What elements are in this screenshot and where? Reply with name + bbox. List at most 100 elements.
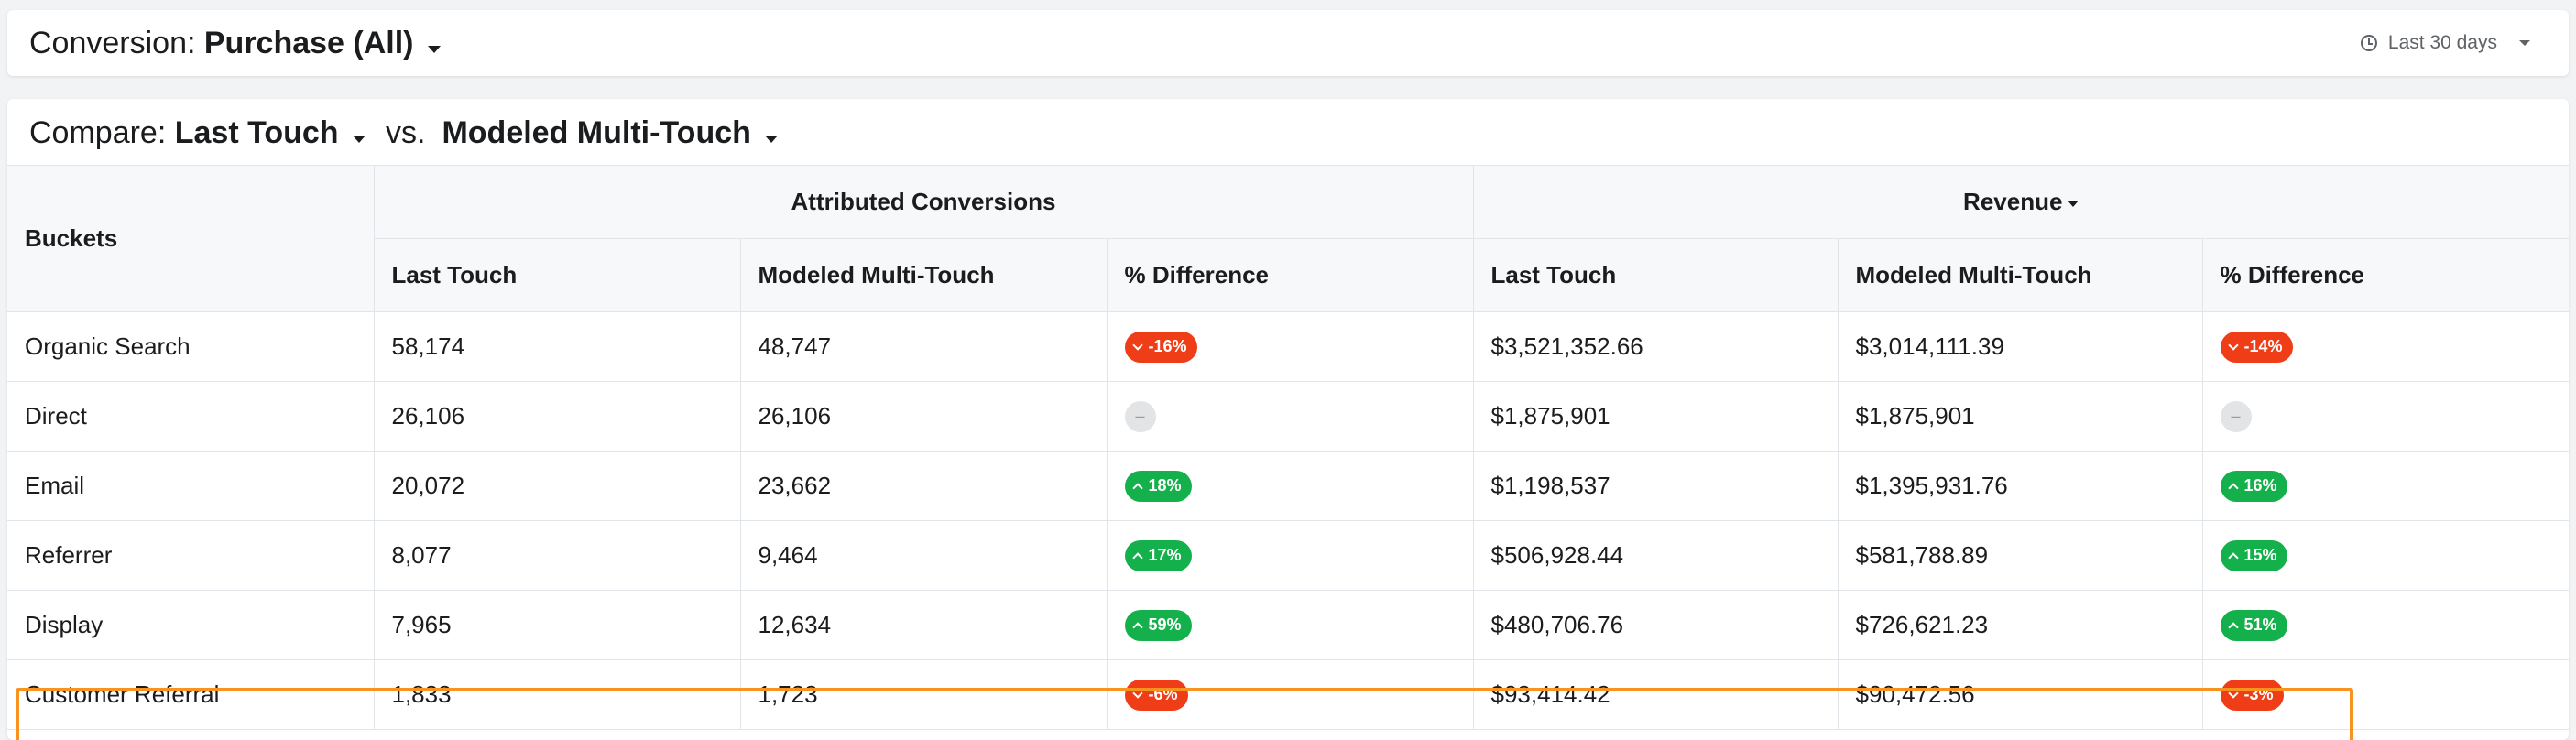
conversion-card: Conversion: Purchase (All) Last 30 days xyxy=(7,10,2569,76)
arrow-up-icon xyxy=(1131,621,1143,633)
conversions-multi-touch: 9,464 xyxy=(739,520,1108,591)
difference-value: 15% xyxy=(2243,546,2277,565)
bucket-name: Email xyxy=(7,451,375,521)
difference-value: -16% xyxy=(1148,337,1187,356)
buckets-header: Buckets xyxy=(7,165,375,312)
arrow-up-icon xyxy=(1131,551,1143,563)
difference-value: -14% xyxy=(2243,337,2283,356)
conversion-dropdown[interactable]: Purchase (All) xyxy=(204,26,441,61)
conversion-label: Conversion: xyxy=(29,26,196,60)
table-row[interactable]: Direct 26,106 26,106– $1,875,901 $1,875,901– xyxy=(7,381,2569,452)
compare-header: Compare: Last Touch vs. Modeled Multi-To… xyxy=(29,115,779,151)
revenue-multi-touch: $581,788.89 xyxy=(1837,520,2203,591)
revenue-header[interactable]: Revenue xyxy=(1472,165,2569,239)
revenue-multi-touch: $726,621.23 xyxy=(1837,590,2203,660)
conv-difference-cell: -16% xyxy=(1106,311,1474,382)
rev-difference-cell: – xyxy=(2201,381,2569,452)
decrease-badge: -6% xyxy=(1124,679,1188,711)
conversions-multi-touch: 12,634 xyxy=(739,590,1108,660)
conv-difference-cell: -6% xyxy=(1106,659,1474,730)
clock-icon xyxy=(2360,35,2377,51)
chevron-down-icon xyxy=(353,136,366,143)
rev-difference-cell: 51% xyxy=(2201,590,2569,660)
chevron-down-icon xyxy=(2519,40,2530,46)
vs-label: vs. xyxy=(386,115,426,150)
chevron-down-icon xyxy=(427,46,441,53)
date-range-picker[interactable]: Last 30 days xyxy=(2360,32,2530,54)
bucket-name: Customer Referral xyxy=(7,659,375,730)
arrow-down-icon xyxy=(1131,339,1143,351)
column-header: Modeled Multi-Touch xyxy=(1837,238,2203,312)
model-b-value: Modeled Multi-Touch xyxy=(442,115,751,150)
conversions-multi-touch: 26,106 xyxy=(739,381,1108,452)
rev-difference-cell: -14% xyxy=(2201,311,2569,382)
conv-difference-cell: 59% xyxy=(1106,590,1474,660)
arrow-up-icon xyxy=(2227,621,2239,633)
revenue-last-touch: $480,706.76 xyxy=(1472,590,1839,660)
conversions-last-touch: 26,106 xyxy=(373,381,741,452)
decrease-badge: -3% xyxy=(2220,679,2284,711)
revenue-last-touch: $3,521,352.66 xyxy=(1472,311,1839,382)
revenue-last-touch: $93,414.42 xyxy=(1472,659,1839,730)
table-row[interactable]: Display 7,965 12,634 59% $480,706.76 $726,621… xyxy=(7,590,2569,660)
conversions-last-touch: 7,965 xyxy=(373,590,741,660)
attributed-conversions-header: Attributed Conversions xyxy=(373,165,1474,239)
compare-label: Compare: xyxy=(29,115,167,150)
table-row[interactable]: Email 20,072 23,662 18% $1,198,537 $1,395,931… xyxy=(7,451,2569,521)
comparison-table: Buckets Attributed Conversions Revenue L… xyxy=(7,165,2569,730)
conversions-multi-touch: 23,662 xyxy=(739,451,1108,521)
bucket-name: Display xyxy=(7,590,375,660)
difference-value: 18% xyxy=(1148,476,1182,495)
no-change-indicator: – xyxy=(1124,400,1156,432)
revenue-multi-touch: $90,472.56 xyxy=(1837,659,2203,730)
model-b-dropdown[interactable]: Modeled Multi-Touch xyxy=(442,115,779,151)
no-change-indicator: – xyxy=(2220,400,2252,432)
column-header: % Difference xyxy=(2201,238,2569,312)
arrow-up-icon xyxy=(2227,482,2239,494)
difference-value: 16% xyxy=(2243,476,2277,495)
increase-badge: 16% xyxy=(2220,470,2287,502)
revenue-multi-touch: $1,875,901 xyxy=(1837,381,2203,452)
bucket-name: Organic Search xyxy=(7,311,375,382)
arrow-down-icon xyxy=(2227,687,2239,699)
conversions-last-touch: 8,077 xyxy=(373,520,741,591)
revenue-last-touch: $1,875,901 xyxy=(1472,381,1839,452)
bucket-name: Direct xyxy=(7,381,375,452)
column-header: Last Touch xyxy=(374,238,741,312)
table-row[interactable]: Organic Search 58,174 48,747 -16% $3,521,352… xyxy=(7,311,2569,382)
increase-badge: 17% xyxy=(1124,539,1192,571)
difference-value: 17% xyxy=(1148,546,1182,565)
conv-difference-cell: – xyxy=(1106,381,1474,452)
rev-difference-cell: 16% xyxy=(2201,451,2569,521)
difference-value: 59% xyxy=(1148,615,1182,635)
model-a-value: Last Touch xyxy=(174,115,339,150)
increase-badge: 18% xyxy=(1124,470,1192,502)
revenue-multi-touch: $1,395,931.76 xyxy=(1837,451,2203,521)
revenue-multi-touch: $3,014,111.39 xyxy=(1837,311,2203,382)
conv-difference-cell: 17% xyxy=(1106,520,1474,591)
conv-difference-cell: 18% xyxy=(1106,451,1474,521)
increase-badge: 59% xyxy=(1124,609,1192,641)
rev-difference-cell: 15% xyxy=(2201,520,2569,591)
difference-value: -3% xyxy=(2243,685,2274,704)
difference-value: -6% xyxy=(1148,685,1178,704)
conversions-multi-touch: 1,723 xyxy=(739,659,1108,730)
table-row[interactable]: Customer Referral 1,833 1,723 -6% $93,414.42… xyxy=(7,659,2569,730)
column-header: % Difference xyxy=(1106,238,1474,312)
compare-card: Compare: Last Touch vs. Modeled Multi-To… xyxy=(7,99,2569,740)
column-header: Modeled Multi-Touch xyxy=(739,238,1108,312)
column-header: Last Touch xyxy=(1472,238,1839,312)
model-a-dropdown[interactable]: Last Touch xyxy=(175,115,366,151)
arrow-down-icon xyxy=(1131,687,1143,699)
chevron-down-icon xyxy=(2068,200,2079,207)
revenue-label: Revenue xyxy=(1963,188,2063,215)
date-range-label: Last 30 days xyxy=(2387,32,2497,53)
decrease-badge: -14% xyxy=(2220,331,2293,363)
conversions-last-touch: 1,833 xyxy=(373,659,741,730)
revenue-last-touch: $506,928.44 xyxy=(1472,520,1839,591)
bucket-name: Referrer xyxy=(7,520,375,591)
revenue-last-touch: $1,198,537 xyxy=(1472,451,1839,521)
arrow-up-icon xyxy=(1131,482,1143,494)
table-row[interactable]: Referrer 8,077 9,464 17% $506,928.44 $581,788… xyxy=(7,520,2569,591)
decrease-badge: -16% xyxy=(1124,331,1197,363)
